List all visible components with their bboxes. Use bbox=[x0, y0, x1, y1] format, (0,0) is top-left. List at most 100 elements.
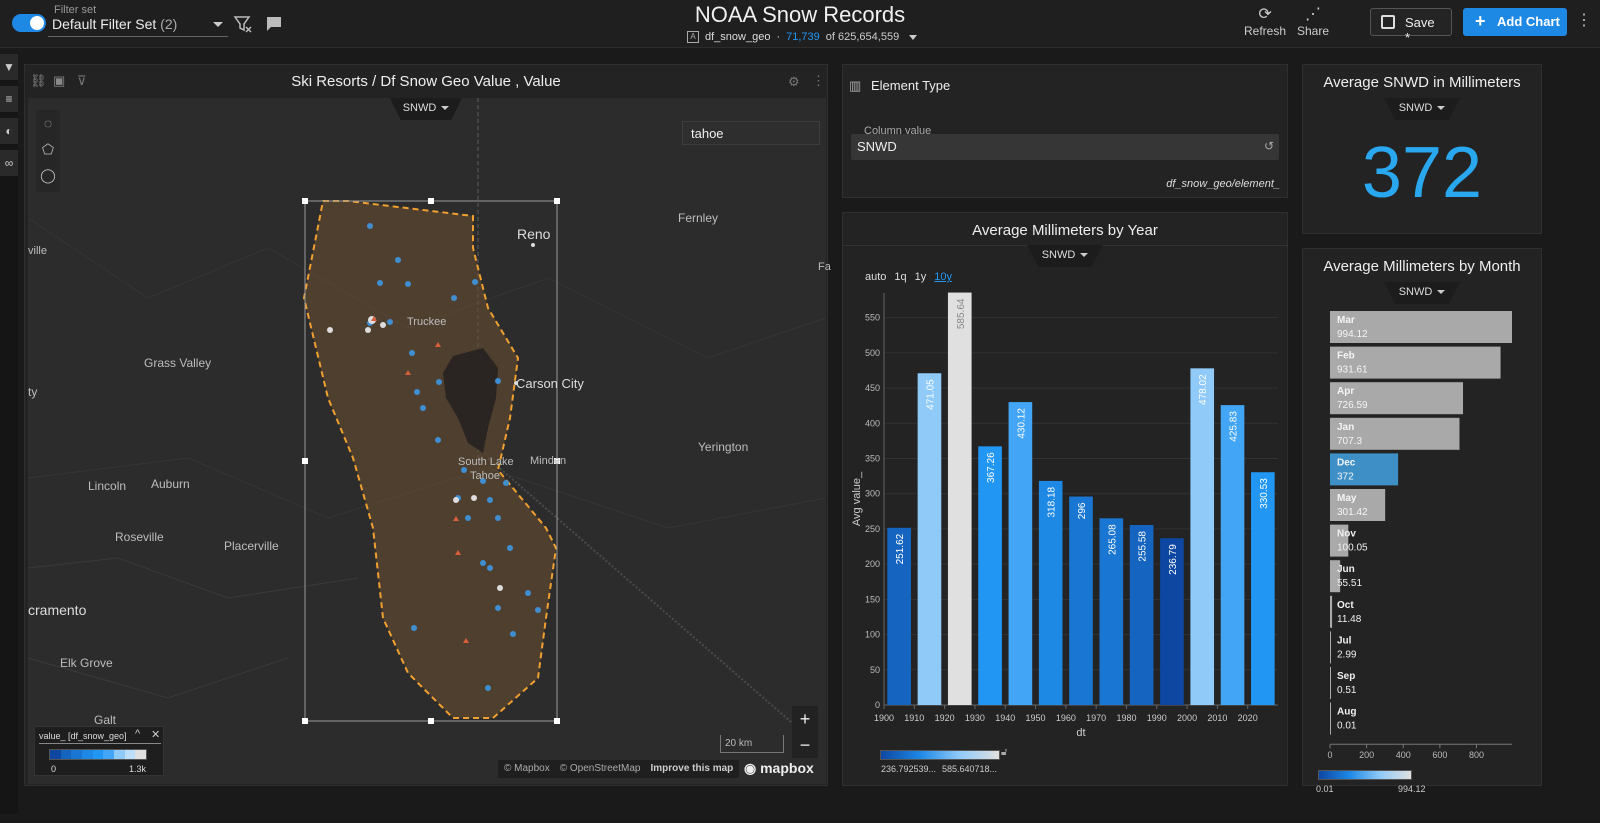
lasso-select-icon[interactable]: ◯ bbox=[40, 167, 56, 183]
map-label-ty: ty bbox=[28, 385, 38, 399]
map-measure-dropdown[interactable]: SNWD bbox=[390, 98, 462, 120]
map-attribution: © Mapbox © OpenStreetMap Improve this ma… bbox=[498, 760, 740, 778]
map-label-yerington: Yerington bbox=[698, 440, 749, 454]
map-legend-min: 0 bbox=[51, 764, 57, 774]
gran-1q[interactable]: 1q bbox=[894, 271, 907, 283]
sliders-icon[interactable]: ≡ bbox=[0, 86, 18, 112]
bar-1980 bbox=[1129, 525, 1154, 705]
chevron-down-icon[interactable] bbox=[909, 34, 918, 40]
map-label-auburn: Auburn bbox=[151, 477, 190, 491]
month-bar-chart[interactable]: Mar 994.12 Feb 931.61 Apr 726.59 Jan 707.3 Dec 37… bbox=[1302, 305, 1542, 765]
bar-value-label: 726.59 bbox=[1337, 400, 1368, 411]
close-icon[interactable]: ✕ bbox=[151, 729, 161, 741]
x-tick-label: 1980 bbox=[1116, 713, 1136, 723]
bar-1920 bbox=[947, 292, 972, 705]
chevron-up-icon[interactable]: ^ bbox=[135, 728, 141, 740]
month-measure-dropdown[interactable]: SNWD bbox=[1384, 282, 1460, 304]
bar-value-label: 425.83 bbox=[1229, 411, 1240, 442]
share-button[interactable]: ⋰ Share bbox=[1297, 6, 1329, 38]
bar-2010 bbox=[1220, 405, 1245, 705]
month-legend-ramp bbox=[1318, 770, 1412, 780]
bar-value-label: 255.58 bbox=[1138, 531, 1149, 562]
gran-1y[interactable]: 1y bbox=[914, 271, 927, 283]
x-tick-label: 1940 bbox=[995, 713, 1015, 723]
x-tick-label: 1900 bbox=[874, 713, 894, 723]
y-tick-label: 300 bbox=[865, 489, 880, 499]
gran-auto[interactable]: auto bbox=[865, 271, 887, 283]
map-scale: 20 km bbox=[720, 735, 784, 753]
map-legend-title: value_ [df_snow_geo] bbox=[39, 731, 127, 741]
y-tick-label: 400 bbox=[865, 418, 880, 428]
column-value-field[interactable]: SNWD bbox=[851, 134, 1279, 160]
gran-10y[interactable]: 10y bbox=[934, 271, 953, 283]
bar-category-label: Mar bbox=[1337, 315, 1355, 326]
filter-off-icon[interactable]: ⊽ bbox=[77, 73, 87, 88]
chevron-down-icon bbox=[1437, 106, 1446, 111]
map-search-input[interactable] bbox=[682, 121, 820, 145]
bar-Jan bbox=[1330, 417, 1460, 450]
y-axis-label: Avg value_ bbox=[851, 471, 863, 526]
filter-set-label: Filter set bbox=[54, 4, 97, 16]
comment-icon[interactable] bbox=[265, 15, 283, 38]
x-tick-label: 1930 bbox=[965, 713, 985, 723]
filter-set-toggle[interactable] bbox=[12, 14, 46, 32]
map-svg bbox=[28, 98, 826, 784]
polygon-select-icon[interactable]: ⬠ bbox=[41, 141, 55, 157]
map-label-roseville: Roseville bbox=[115, 530, 164, 544]
more-menu-icon[interactable]: ⋮ bbox=[1576, 12, 1592, 29]
link-icon[interactable]: ∞ bbox=[0, 150, 18, 176]
x-tick-label: 1910 bbox=[904, 713, 924, 723]
circle-select-icon[interactable]: ◌ bbox=[43, 115, 53, 131]
year-measure-dropdown[interactable]: SNWD bbox=[1027, 245, 1103, 267]
more-menu-icon[interactable]: ⋮ bbox=[812, 73, 825, 88]
attribution-mapbox[interactable]: © Mapbox bbox=[504, 763, 550, 774]
reset-icon[interactable]: ↺ bbox=[1264, 139, 1275, 153]
y-tick-label: 0 bbox=[875, 700, 880, 710]
x-tick-label: 1950 bbox=[1026, 713, 1046, 723]
refresh-label: Refresh bbox=[1244, 24, 1287, 38]
lock-icon[interactable]: 🔓︎ bbox=[1001, 747, 1008, 758]
map-canvas[interactable] bbox=[28, 98, 826, 784]
x-tick-label: 600 bbox=[1432, 750, 1447, 760]
filter-set-name: Default Filter Set bbox=[52, 16, 157, 32]
bar-1930 bbox=[978, 446, 1002, 705]
chevron-down-icon bbox=[441, 106, 450, 111]
month-chart-title: Average Millimeters by Month bbox=[1323, 258, 1521, 275]
element-type-panel bbox=[842, 64, 1288, 198]
attribution-osm[interactable]: © OpenStreetMap bbox=[559, 763, 641, 774]
page-title: NOAA Snow Records bbox=[694, 2, 906, 27]
x-tick-label: 0 bbox=[1327, 750, 1332, 760]
mapbox-logo-text: mapbox bbox=[760, 760, 814, 776]
bar-category-label: Aug bbox=[1337, 707, 1356, 718]
filter-icon[interactable]: ▼ bbox=[0, 54, 18, 80]
table-info[interactable]: A df_snow_geo · 71,739 of 625,654,559 bbox=[687, 31, 918, 43]
bar-value-label: 318.18 bbox=[1047, 486, 1058, 517]
save-button[interactable]: Save * bbox=[1370, 8, 1452, 45]
chevron-down-icon[interactable] bbox=[213, 22, 223, 27]
palette-icon[interactable]: ◐ bbox=[0, 118, 18, 144]
link-icon[interactable]: ⛓ bbox=[30, 73, 47, 88]
map-label-placerville: Placerville bbox=[224, 539, 279, 553]
bar-value-label: 367.26 bbox=[986, 452, 997, 483]
bar-value-label: 11.48 bbox=[1337, 614, 1362, 625]
year-bar-chart[interactable]: 0 50 100 150 200 250 300 350 400 450 500 550 251.62 1… bbox=[842, 285, 1288, 755]
zoom-out-button[interactable]: − bbox=[799, 735, 811, 755]
map-label-minden: Minden bbox=[530, 455, 567, 467]
top-bar: Filter set Default Filter Set (2) NOAA S… bbox=[0, 0, 1600, 48]
bar-value-label: 100.05 bbox=[1337, 543, 1368, 554]
map-label-truckee: Truckee bbox=[407, 316, 447, 328]
y-tick-label: 550 bbox=[865, 313, 880, 323]
kpi-measure-dropdown[interactable]: SNWD bbox=[1384, 98, 1460, 120]
legend-divider bbox=[39, 743, 161, 744]
map-label-grass-valley: Grass Valley bbox=[144, 356, 212, 370]
gear-icon[interactable]: ⚙ bbox=[788, 74, 800, 89]
add-chart-button[interactable]: + Add Chart bbox=[1463, 8, 1567, 36]
clear-filter-icon[interactable] bbox=[233, 14, 253, 39]
filter-set-select[interactable]: Default Filter Set (2) bbox=[48, 12, 228, 37]
zoom-in-button[interactable]: + bbox=[799, 709, 811, 729]
package-icon[interactable]: ▣ bbox=[53, 73, 66, 88]
bar-value-label: 251.62 bbox=[895, 533, 906, 564]
refresh-button[interactable]: ⟳ Refresh bbox=[1244, 6, 1286, 38]
improve-map-link[interactable]: Improve this map bbox=[650, 763, 734, 774]
bar-value-label: 478.02 bbox=[1198, 374, 1209, 405]
